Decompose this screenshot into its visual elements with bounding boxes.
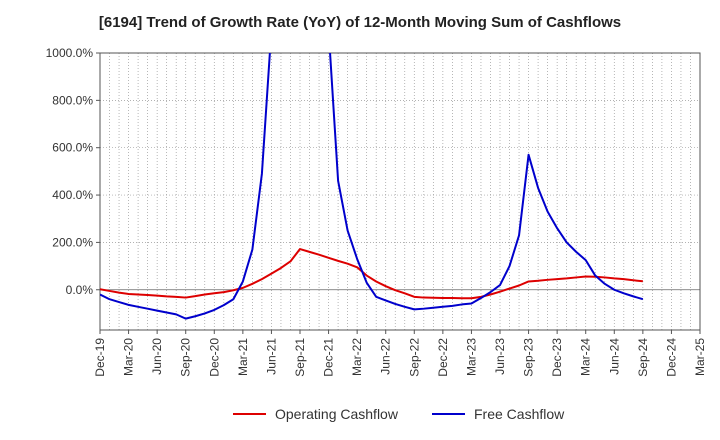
x-tick-label: Dec-23 [550,338,564,377]
x-tick-label: Dec-24 [664,338,678,377]
x-tick-label: Jun-24 [607,338,621,375]
x-tick-label: Jun-20 [150,338,164,375]
x-tick-label: Mar-21 [236,338,250,376]
plot-frame [99,52,701,331]
x-tick-label: Sep-22 [407,338,421,377]
x-tick-label: Sep-20 [179,338,193,377]
x-tick-label: Mar-22 [350,338,364,376]
x-tick-label: Sep-23 [522,338,536,377]
x-tick-label: Dec-19 [93,338,107,377]
chart-title: [6194] Trend of Growth Rate (YoY) of 12-… [98,14,622,31]
series-line-free-cashflow [100,53,644,320]
x-tick-label: Mar-25 [693,338,707,376]
y-tick-label: 200.0% [52,235,93,249]
x-tick-label: Jun-23 [493,338,507,375]
x-tick-label: Sep-24 [636,338,650,377]
legend-label: Free Cashflow [474,406,565,422]
legend: Operating Cashflow Free Cashflow [233,406,565,422]
series-lines [100,53,644,320]
legend-label: Operating Cashflow [275,406,399,422]
y-tick-label: 400.0% [52,188,93,202]
y-tick-label: 1000.0% [46,46,94,60]
x-tick-label: Jun-22 [379,338,393,375]
x-tick-label: Mar-24 [579,338,593,376]
y-tick-label: 0.0% [66,283,94,297]
x-tick-label: Dec-21 [322,338,336,377]
series-line-operating-cashflow [100,248,643,300]
grid [100,53,700,330]
x-axis-ticks: Dec-19 Mar-20 Jun-20 Sep-20 Dec-20 Mar-21 Jun-… [93,330,707,377]
x-tick-label: Mar-20 [122,338,136,376]
x-tick-label: Dec-22 [436,338,450,377]
x-tick-label: Sep-21 [293,338,307,377]
x-tick-label: Mar-23 [464,338,478,376]
y-axis-ticks: 0.0% 200.0% 400.0% 600.0% 800.0% 1000.0% [46,46,100,297]
x-tick-label: Jun-21 [264,338,278,375]
x-tick-label: Dec-20 [207,338,221,377]
y-tick-label: 600.0% [52,141,93,155]
y-tick-label: 800.0% [52,93,93,107]
